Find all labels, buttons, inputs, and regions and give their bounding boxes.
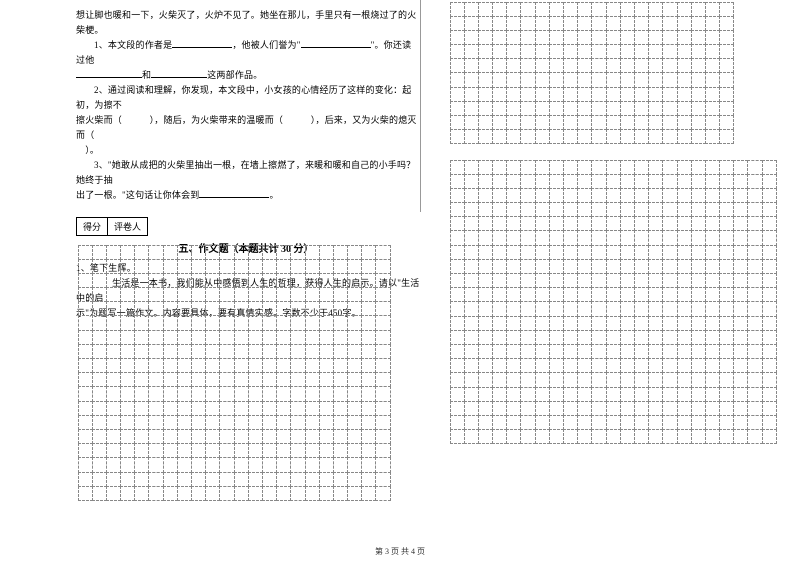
question-3-line1: 3、"她敢从成把的火柴里抽出一根，在墙上擦燃了，来暖和暖和自己的小手吗？她终于抽 <box>76 158 420 188</box>
writing-grid-bottom-left <box>78 245 390 500</box>
passage-line: 想让脚也暖和一下，火柴灭了，火炉不见了。她坐在那儿，手里只有一根烧过了的火柴梗。 <box>76 8 420 38</box>
q1-prefix: 1、本文段的作者是 <box>94 40 172 50</box>
blank-work1 <box>76 68 142 78</box>
q1-l2-end: 这两部作品。 <box>207 70 262 80</box>
question-2-line2: 擦火柴而（ ），随后，为火柴带来的温暖而（ ），后来，又为火柴的熄灭而（ <box>76 113 420 143</box>
q1-mid: ，他被人们誉为" <box>232 40 300 50</box>
blank-work2 <box>151 68 207 78</box>
writing-grid-top-right <box>450 2 734 144</box>
page-footer: 第 3 页 共 4 页 <box>0 546 800 557</box>
column-divider <box>420 0 421 212</box>
question-2-line3: ）。 <box>76 143 420 158</box>
score-label: 得分 <box>76 217 108 236</box>
question-2-line1: 2、通过阅读和理解，你发现，本文段中，小女孩的心情经历了这样的变化：起初，为擦不 <box>76 83 420 113</box>
blank-title-honor <box>301 38 371 48</box>
blank-author <box>172 38 232 48</box>
q1-l2-mid: 和 <box>142 70 151 80</box>
blank-feeling <box>199 188 269 198</box>
q3-prefix: 出了一根。"这句话让你体会到 <box>76 190 199 200</box>
q3-end: 。 <box>269 190 278 200</box>
score-table: 得分 评卷人 <box>76 217 420 236</box>
question-1-line1: 1、本文段的作者是，他被人们誉为""。你还读过他 <box>76 38 420 68</box>
question-3-line2: 出了一根。"这句话让你体会到 。 <box>76 188 420 203</box>
grader-label: 评卷人 <box>108 217 148 236</box>
question-1-line2: 和 这两部作品。 <box>76 68 420 83</box>
writing-grid-mid-right <box>450 160 776 444</box>
